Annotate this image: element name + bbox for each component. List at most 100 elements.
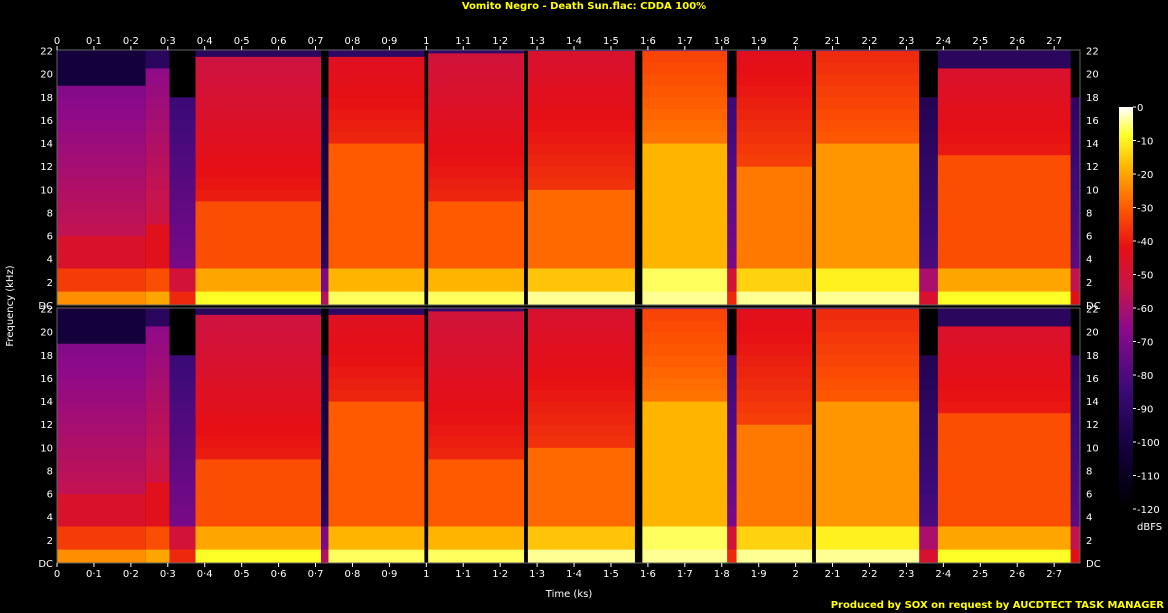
spectrogram-cell [328, 366, 425, 379]
spectrogram-cell [937, 224, 1071, 237]
spectrogram-cell [57, 366, 146, 379]
spectrogram-cell [169, 435, 196, 448]
spectrogram-cell [169, 281, 196, 292]
spectrogram-cell [736, 85, 813, 98]
spectrogram-cell [919, 247, 938, 260]
spectrogram-cell [195, 401, 322, 414]
spectrogram-cell [195, 539, 322, 550]
spectrogram-cell [815, 267, 920, 283]
spectrogram-cell [428, 85, 525, 98]
spectrogram-channel-2 [56, 307, 1081, 564]
spectrogram-cell [321, 424, 329, 437]
y-axis-label: Frequency (kHz) [5, 265, 16, 346]
spectrogram-cell [815, 343, 920, 356]
spectrogram-cell [919, 143, 938, 156]
spectrogram-cell [57, 224, 146, 237]
spectrogram-cell [328, 131, 425, 144]
spectrogram-cell [937, 458, 1071, 471]
x-tick-label: 0·3 [160, 569, 176, 580]
spectrogram-cell [727, 401, 737, 414]
y-tick-label: 8 [47, 208, 53, 219]
spectrogram-cell [919, 258, 938, 269]
spectrogram-cell [145, 308, 170, 327]
spectrogram-cell [736, 258, 813, 269]
y-tick-label: 22 [40, 305, 53, 316]
x-axis-bottom: 0 0·1 0·2 0·3 0·4 0·5 0·6 0·7 0·8 0·9 1 1·1 1·2 1·3 1·… [54, 563, 1062, 580]
spectrogram-cell [145, 200, 170, 213]
spectrogram-cell [919, 200, 938, 213]
spectrogram-cell [815, 331, 920, 344]
x-tick-label: 2·2 [862, 36, 878, 47]
spectrogram-cell [527, 177, 635, 190]
spectrogram-cell [169, 119, 196, 133]
spectrogram-cell [321, 267, 329, 283]
spectrogram-cell [145, 224, 170, 237]
colorbar-tick-label: -20 [1137, 170, 1153, 181]
spectrogram-cell [57, 131, 146, 144]
spectrogram-cell [919, 166, 938, 179]
spectrogram-cell [428, 308, 525, 312]
spectrogram-cell [727, 189, 737, 202]
x-tick-label: 0·6 [271, 569, 287, 580]
spectrogram-cell [195, 50, 322, 57]
spectrogram-cell [328, 458, 425, 471]
spectrogram-cell [328, 212, 425, 225]
spectrogram-cell [57, 470, 146, 483]
spectrogram-cell [937, 549, 1071, 564]
spectrogram-cell [937, 73, 1071, 86]
x-tick-label: 0·5 [234, 569, 250, 580]
spectrogram-cell [145, 177, 170, 190]
x-tick-label: 1·2 [492, 569, 508, 580]
spectrogram-cell [727, 525, 737, 541]
spectrogram-cell [937, 331, 1071, 344]
spectrogram-cell [642, 331, 728, 344]
spectrogram-cell [642, 119, 728, 133]
spectrogram-cell [145, 291, 170, 306]
spectrogram-cell [428, 412, 525, 425]
spectrogram-cell [57, 539, 146, 550]
spectrogram-cell [195, 525, 322, 541]
spectrogram-cell [642, 516, 728, 527]
spectrogram-cell [642, 108, 728, 121]
spectrogram-cell [919, 389, 938, 402]
spectrogram-cell [634, 50, 643, 300]
spectrogram-cell [195, 366, 322, 379]
spectrogram-cell [736, 401, 813, 414]
spectrogram-cell [727, 212, 737, 225]
spectrogram-cell [428, 505, 525, 518]
spectrogram-cell [919, 354, 938, 367]
spectrogram-cell [195, 154, 322, 167]
spectrogram-cell [919, 177, 938, 190]
y-tick-label: 20 [1086, 328, 1099, 339]
spectrogram-cell [736, 200, 813, 213]
spectrogram-cell [727, 354, 737, 367]
spectrogram-cell [736, 62, 813, 75]
spectrogram-cell [937, 424, 1071, 437]
spectrogram-cell [321, 212, 329, 225]
spectrogram-cell [1070, 424, 1080, 437]
spectrogram-channel-1 [56, 49, 1081, 306]
spectrogram-cell [169, 267, 196, 283]
y-tick-label: DC [1086, 559, 1101, 570]
spectrogram-cell [736, 493, 813, 506]
x-tick-label: 2·6 [1009, 36, 1025, 47]
spectrogram-cell [919, 505, 938, 518]
x-tick-label: 1·3 [529, 569, 545, 580]
spectrogram-cell [169, 258, 196, 269]
spectrogram-cell [328, 314, 425, 321]
spectrogram-cell [815, 458, 920, 471]
spectrogram-cell [815, 212, 920, 225]
spectrogram-cell [145, 154, 170, 167]
spectrogram-cell [815, 470, 920, 483]
spectrogram-cell [919, 482, 938, 495]
spectrogram-cell [642, 291, 728, 306]
spectrogram-cell [815, 189, 920, 202]
spectrogram-cell [321, 412, 329, 425]
spectrogram-cell [195, 389, 322, 402]
spectrogram-cell [527, 166, 635, 179]
y-tick-label: 16 [1086, 374, 1099, 385]
spectrogram-cell [169, 525, 196, 541]
spectrogram-cell [727, 435, 737, 448]
spectrogram-cell [1070, 224, 1080, 237]
spectrogram-cell [328, 50, 425, 57]
